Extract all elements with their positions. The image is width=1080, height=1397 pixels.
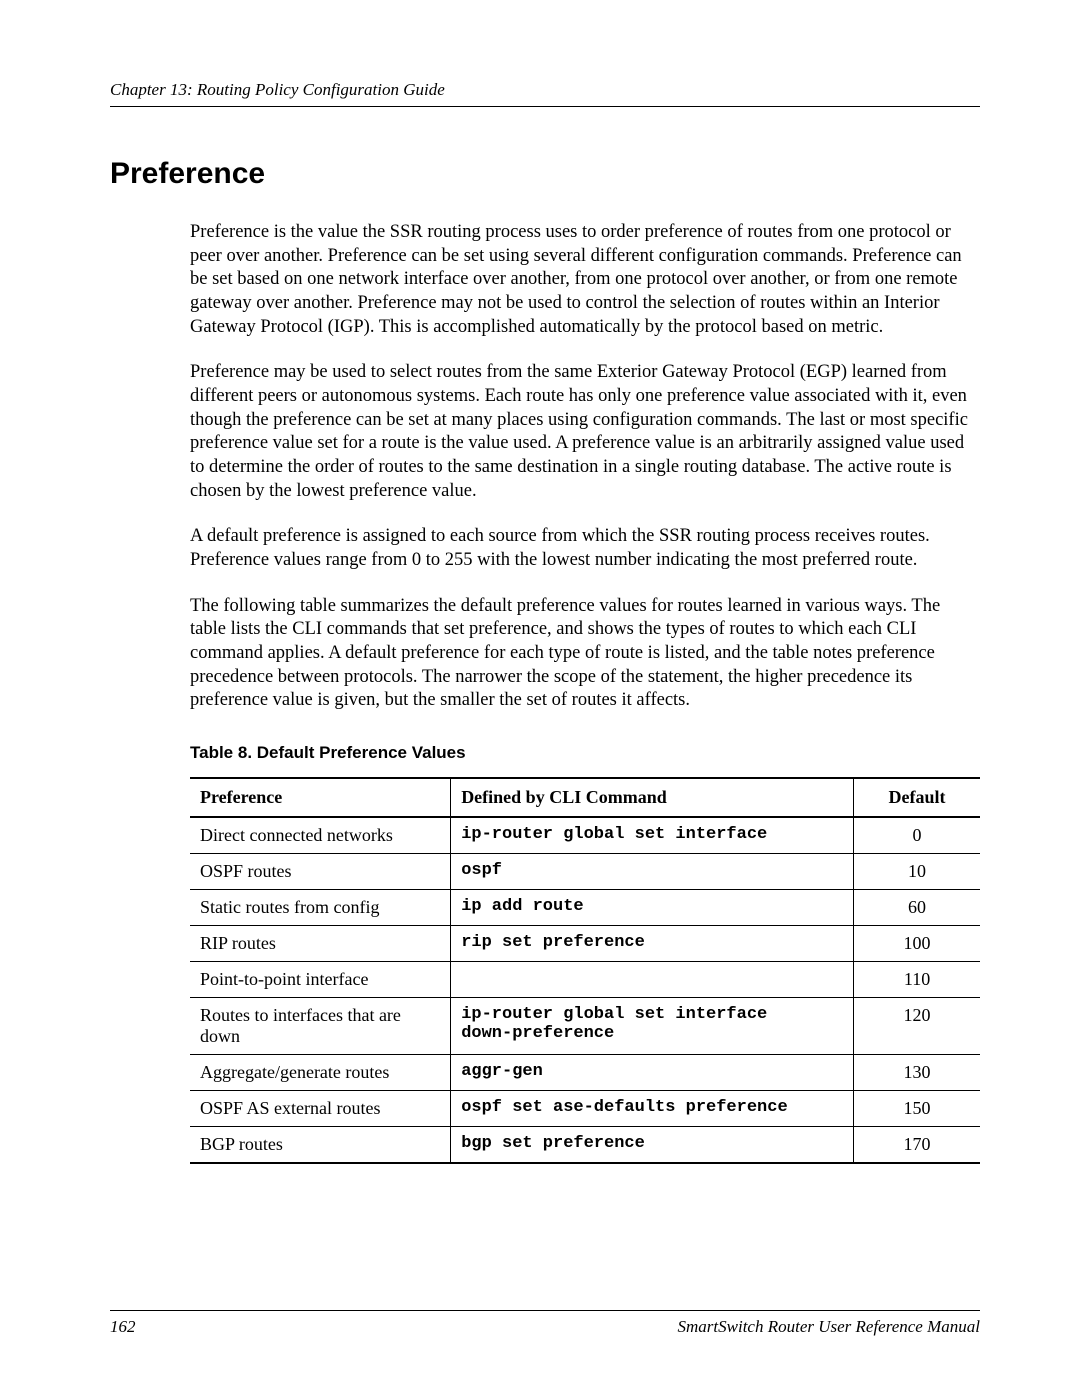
cell-preference: OSPF AS external routes [190,1091,451,1127]
cell-command: ip-router global set interface [451,817,854,854]
table-row: OSPF routes ospf 10 [190,854,980,890]
cell-default: 60 [854,890,980,926]
chapter-header: Chapter 13: Routing Policy Configuration… [110,80,980,100]
cell-default: 0 [854,817,980,854]
cell-preference: OSPF routes [190,854,451,890]
cell-command: ospf set ase-defaults preference [451,1091,854,1127]
col-header-default: Default [854,778,980,817]
preference-table: Preference Defined by CLI Command Defaul… [190,777,980,1164]
cell-preference: BGP routes [190,1127,451,1164]
paragraph: Preference may be used to select routes … [190,361,980,503]
cell-default: 130 [854,1055,980,1091]
col-header-command: Defined by CLI Command [451,778,854,817]
cell-command: aggr-gen [451,1055,854,1091]
table-header-row: Preference Defined by CLI Command Defaul… [190,778,980,817]
cell-preference: Routes to interfaces that are down [190,998,451,1055]
cell-command: ospf [451,854,854,890]
cell-preference: RIP routes [190,926,451,962]
page-number: 162 [110,1317,136,1337]
body-content: Preference is the value the SSR routing … [190,221,980,1164]
cell-preference: Direct connected networks [190,817,451,854]
cell-command: ip-router global set interface down-pref… [451,998,854,1055]
footer-rule [110,1310,980,1311]
cell-command: bgp set preference [451,1127,854,1164]
col-header-preference: Preference [190,778,451,817]
cell-default: 100 [854,926,980,962]
cell-command: rip set preference [451,926,854,962]
paragraph: Preference is the value the SSR routing … [190,221,980,339]
cell-command: ip add route [451,890,854,926]
cell-command [451,962,854,998]
cell-default: 10 [854,854,980,890]
cell-preference: Static routes from config [190,890,451,926]
table-row: OSPF AS external routes ospf set ase-def… [190,1091,980,1127]
table-row: Static routes from config ip add route 6… [190,890,980,926]
table-row: BGP routes bgp set preference 170 [190,1127,980,1164]
header-rule [110,106,980,107]
section-title: Preference [110,157,980,191]
cell-default: 150 [854,1091,980,1127]
paragraph: The following table summarizes the defau… [190,595,980,713]
table-row: Aggregate/generate routes aggr-gen 130 [190,1055,980,1091]
table-caption: Table 8. Default Preference Values [190,743,980,763]
table-row: Point-to-point interface 110 [190,962,980,998]
cell-preference: Point-to-point interface [190,962,451,998]
cell-default: 170 [854,1127,980,1164]
cell-default: 120 [854,998,980,1055]
table-row: Direct connected networks ip-router glob… [190,817,980,854]
cell-default: 110 [854,962,980,998]
manual-title: SmartSwitch Router User Reference Manual [678,1317,980,1337]
paragraph: A default preference is assigned to each… [190,525,980,572]
cell-preference: Aggregate/generate routes [190,1055,451,1091]
page-footer: 162 SmartSwitch Router User Reference Ma… [110,1310,980,1337]
table-row: RIP routes rip set preference 100 [190,926,980,962]
table-row: Routes to interfaces that are down ip-ro… [190,998,980,1055]
